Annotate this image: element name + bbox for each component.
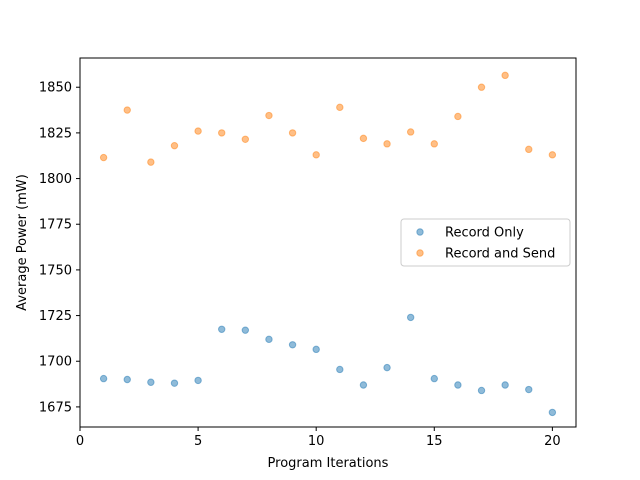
data-point-series-0-0: [99, 374, 108, 383]
data-point-series-1-7: [265, 111, 273, 120]
x-tick-label: 20: [544, 434, 561, 449]
data-point-series-1-17: [501, 71, 509, 80]
y-tick-label: 1775: [39, 218, 72, 233]
data-point-series-1-13: [406, 128, 415, 136]
data-point-series-0-15: [454, 381, 462, 389]
data-point-series-1-2: [147, 158, 155, 166]
y-tick-label: 1800: [39, 172, 72, 187]
data-point-series-0-2: [147, 378, 155, 386]
data-point-series-0-5: [218, 325, 226, 333]
data-point-series-0-13: [406, 313, 415, 322]
legend-marker-record-only: [416, 228, 424, 236]
data-point-series-1-14: [430, 140, 438, 148]
y-axis-title: Average Power (mW): [15, 174, 30, 311]
legend-label-record-and-send: Record and Send: [445, 247, 555, 262]
data-point-series-0-19: [548, 408, 557, 417]
data-point-series-0-6: [241, 326, 250, 334]
y-tick-label: 1725: [39, 309, 72, 324]
y-tick-label: 1700: [39, 355, 72, 370]
data-point-series-0-10: [336, 365, 344, 374]
data-points: [99, 71, 557, 417]
data-point-series-0-11: [359, 381, 368, 389]
x-axis-ticks: 0 5 10 15 20: [76, 427, 561, 449]
x-axis-title: Program Iterations: [268, 456, 389, 471]
data-point-series-0-16: [477, 386, 486, 395]
data-point-series-1-11: [359, 134, 368, 143]
data-point-series-0-17: [501, 381, 509, 389]
y-tick-label: 1750: [39, 263, 72, 278]
data-point-series-0-3: [170, 379, 179, 387]
y-axis-ticks: 1675 1700 1725 1750 1775 1800 1825 1850: [39, 81, 80, 415]
data-point-series-1-18: [525, 145, 533, 154]
data-point-series-1-5: [218, 129, 226, 137]
x-tick-label: 10: [308, 434, 325, 449]
x-tick-label: 0: [76, 434, 84, 449]
data-point-series-1-19: [548, 151, 557, 159]
data-point-series-1-8: [288, 129, 297, 137]
data-point-series-1-9: [312, 151, 320, 159]
legend-label-record-only: Record Only: [445, 226, 524, 241]
data-point-series-0-4: [194, 376, 202, 385]
legend-frame: [400, 218, 571, 267]
data-point-series-1-10: [336, 103, 344, 112]
data-point-series-0-7: [265, 335, 273, 344]
data-point-series-0-9: [312, 345, 320, 354]
data-point-series-0-1: [123, 375, 131, 384]
x-tick-label: 5: [194, 434, 202, 449]
data-point-series-0-8: [288, 341, 297, 349]
legend-marker-record-and-send: [416, 249, 424, 257]
data-point-series-1-16: [477, 83, 486, 91]
data-point-series-0-18: [525, 385, 533, 394]
data-point-series-1-12: [383, 140, 391, 148]
data-point-series-1-4: [194, 127, 202, 135]
y-tick-label: 1850: [39, 81, 72, 96]
y-tick-label: 1675: [39, 400, 72, 415]
plot-frame: [79, 57, 577, 428]
data-point-series-1-15: [454, 112, 462, 121]
legend: Record Only Record and Send: [400, 218, 571, 267]
data-point-series-1-3: [170, 141, 179, 150]
y-tick-label: 1825: [39, 126, 72, 141]
x-tick-label: 15: [426, 434, 443, 449]
data-point-series-1-6: [241, 135, 250, 143]
data-point-series-1-1: [123, 106, 131, 114]
data-point-series-1-0: [99, 153, 108, 162]
data-point-series-0-14: [430, 374, 438, 383]
data-point-series-0-12: [383, 363, 391, 372]
